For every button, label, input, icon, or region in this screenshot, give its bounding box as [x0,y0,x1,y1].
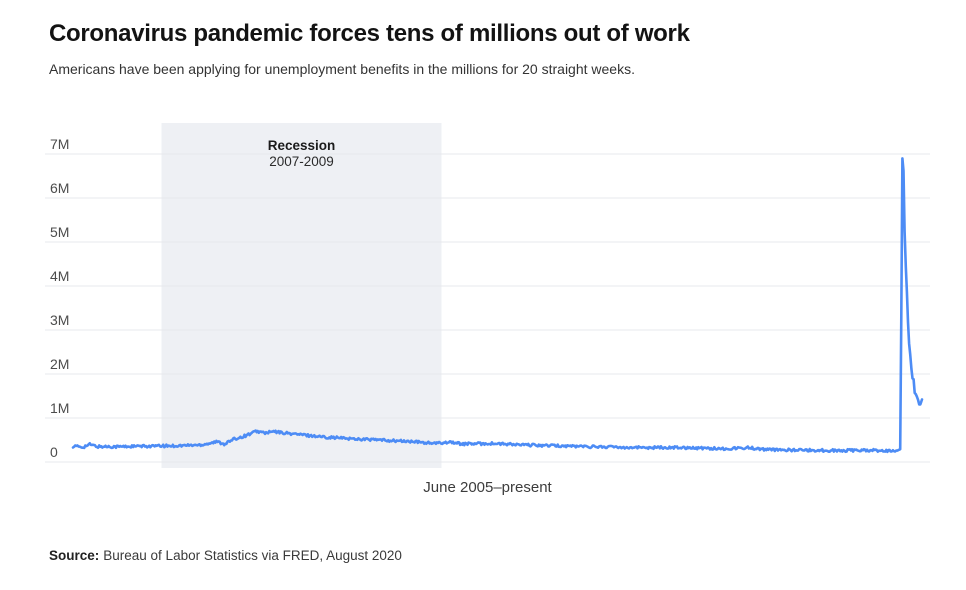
page-subtitle: Americans have been applying for unemplo… [49,61,635,77]
y-tick-label: 6M [50,180,69,196]
line-chart: 0 1M 2M 3M 4M 5M 6M 7M Recession 2007-2009 June… [45,123,930,496]
recession-band [161,123,442,468]
y-tick-label: 7M [50,136,69,152]
source-text: Bureau of Labor Statistics via FRED, Aug… [103,548,402,563]
x-axis-label: June 2005–present [423,479,552,496]
y-tick-labels: 0 1M 2M 3M 4M 5M 6M 7M [50,136,69,460]
recession-band-years: 2007-2009 [269,154,334,169]
y-tick-label: 2M [50,356,69,372]
y-tick-label: 0 [50,444,58,460]
claims-line [71,157,924,454]
y-tick-label: 5M [50,224,69,240]
page-title: Coronavirus pandemic forces tens of mill… [49,20,690,47]
recession-band-label: Recession [268,138,336,153]
y-tick-label: 1M [50,400,69,416]
y-tick-label: 4M [50,268,69,284]
source-label: Source: [49,548,100,563]
y-tick-label: 3M [50,312,69,328]
source-note: Source: Bureau of Labor Statistics via FR… [49,548,402,563]
y-grid [45,153,930,463]
